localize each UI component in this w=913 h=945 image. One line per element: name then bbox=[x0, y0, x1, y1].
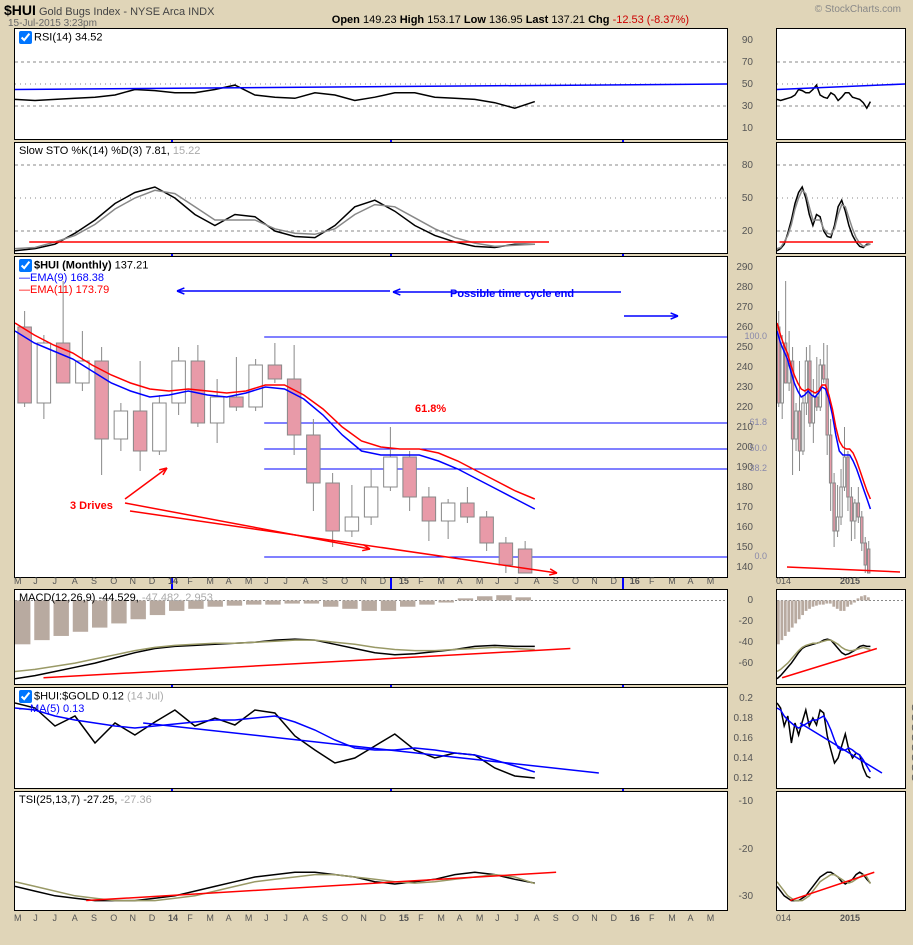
ratio-panel: $HUI:$GOLD 0.12 (14 Jul)—MA(5) 0.130.20.… bbox=[14, 687, 728, 789]
macd-panel: 0-20-40-60 bbox=[776, 589, 906, 685]
price-panel: $HUI (Monthly) 137.21—EMA(9) 168.38—EMA(… bbox=[14, 256, 728, 578]
rsi-panel: 705030 bbox=[776, 28, 906, 140]
macd-panel: MACD(12,26,9) -44.529, -47.482, 2.9530-2… bbox=[14, 589, 728, 685]
sto-panel: Slow STO %K(14) %D(3) 7.81, 15.22805020 bbox=[14, 142, 728, 254]
sto-panel: 805020 bbox=[776, 142, 906, 254]
rsi-panel: RSI(14) 34.529070503010 bbox=[14, 28, 728, 140]
ticker-symbol: $HUI bbox=[4, 2, 36, 18]
chart-header: $HUI Gold Bugs Index - NYSE Arca INDX © … bbox=[4, 2, 909, 26]
price-panel: 260250240230220210200190180170160150140 bbox=[776, 256, 906, 578]
ratio-panel: 0.190.180.170.160.150.140.130.12 bbox=[776, 687, 906, 789]
tsi-panel: -27-28-29-30-31 bbox=[776, 791, 906, 911]
ticker-name: Gold Bugs Index - NYSE Arca INDX bbox=[39, 6, 214, 18]
ohlc-row: Open 149.23 High 153.17 Low 136.95 Last … bbox=[332, 14, 689, 26]
chart-container: $HUI Gold Bugs Index - NYSE Arca INDX © … bbox=[0, 0, 913, 945]
tsi-panel: TSI(25,13,7) -27.25, -27.36-10-20-30 bbox=[14, 791, 728, 911]
credit-text: © StockCharts.com bbox=[815, 4, 901, 15]
